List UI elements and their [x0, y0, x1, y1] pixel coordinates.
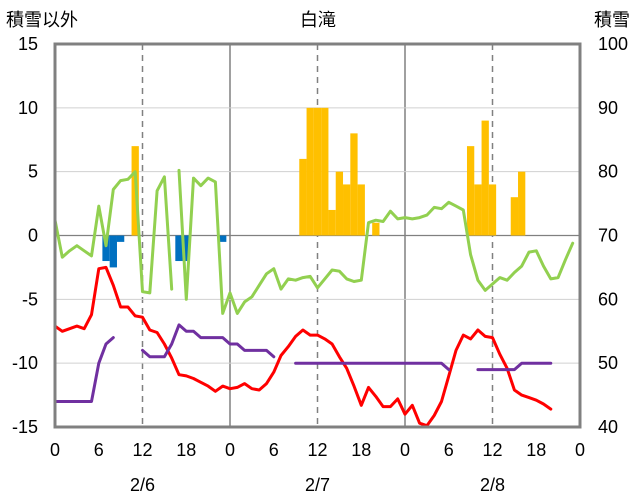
date-label: 2/7	[305, 475, 330, 495]
right-tick-label: 80	[598, 162, 618, 182]
x-tick-label: 18	[351, 440, 371, 460]
left-axis-label: 積雪以外	[6, 10, 78, 31]
bar	[488, 184, 497, 236]
bar	[466, 146, 475, 236]
bar	[335, 171, 344, 236]
x-tick-label: 0	[575, 440, 585, 460]
chart-title: 白滝	[300, 10, 336, 31]
bar	[510, 197, 519, 236]
bar	[357, 184, 365, 236]
series-line-purple	[53, 323, 553, 403]
bar	[372, 222, 380, 236]
x-tick-label: 12	[482, 440, 502, 460]
negative-bar	[109, 235, 117, 268]
series-line-green	[53, 168, 575, 315]
right-axis-label: 積雪	[594, 10, 630, 31]
negative-bar	[175, 235, 183, 262]
negative-bar	[219, 235, 227, 242]
date-label: 2/8	[480, 475, 505, 495]
plot-frame	[53, 42, 582, 429]
bar	[321, 107, 329, 236]
series-line-red	[53, 265, 553, 428]
negative-bar	[102, 235, 110, 262]
left-tick-label: 10	[18, 98, 38, 118]
bar	[313, 107, 322, 236]
bar	[343, 184, 351, 236]
x-tick-label: 0	[225, 440, 235, 460]
bars	[102, 107, 526, 268]
left-tick-label: 15	[18, 34, 38, 54]
bar	[474, 184, 482, 236]
bar	[328, 209, 336, 236]
left-tick-label: -5	[22, 289, 38, 309]
date-label: 2/6	[130, 475, 155, 495]
x-tick-label: 0	[400, 440, 410, 460]
bar	[481, 120, 489, 236]
right-tick-label: 70	[598, 226, 618, 246]
x-tick-label: 18	[526, 440, 546, 460]
x-tick-label: 0	[50, 440, 60, 460]
lines	[53, 168, 575, 428]
x-tick-label: 6	[94, 440, 104, 460]
bar	[299, 158, 307, 236]
left-tick-label: -15	[12, 417, 38, 437]
bar	[350, 133, 358, 236]
right-tick-label: 100	[598, 34, 628, 54]
right-tick-label: 50	[598, 353, 618, 373]
left-tick-label: -10	[12, 353, 38, 373]
x-tick-label: 6	[269, 440, 279, 460]
bar	[518, 171, 526, 236]
right-tick-label: 90	[598, 98, 618, 118]
right-tick-label: 40	[598, 417, 618, 437]
negative-bar	[182, 235, 190, 262]
left-tick-label: 0	[28, 226, 38, 246]
x-tick-label: 18	[176, 440, 196, 460]
right-tick-label: 60	[598, 289, 618, 309]
x-tick-label: 12	[132, 440, 152, 460]
negative-bar	[116, 235, 125, 242]
x-tick-label: 12	[307, 440, 327, 460]
left-tick-label: 5	[28, 162, 38, 182]
x-tick-label: 6	[444, 440, 454, 460]
bar	[306, 107, 314, 236]
